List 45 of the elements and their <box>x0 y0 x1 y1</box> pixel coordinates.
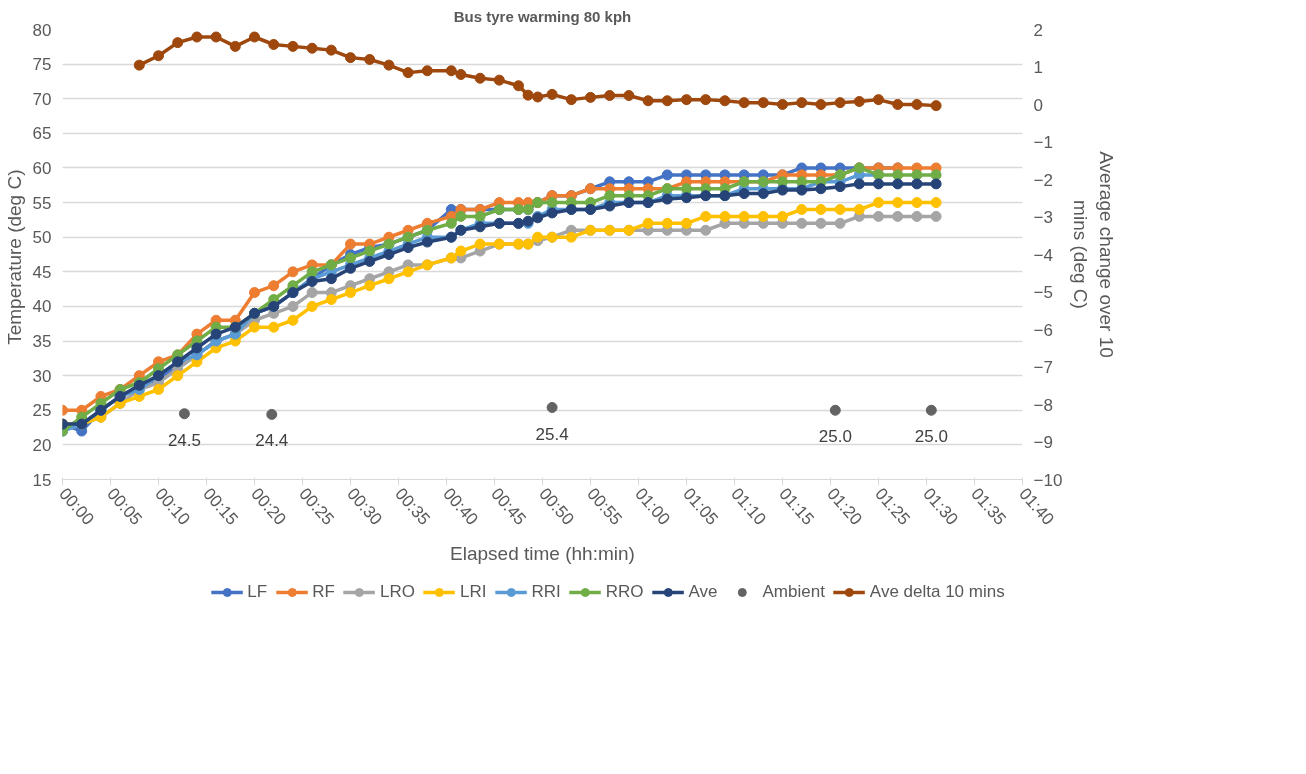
y2-tick-label: −2 <box>1033 170 1053 190</box>
y2-tick-label: −4 <box>1033 245 1053 265</box>
y-tick-label: 40 <box>32 297 52 317</box>
y-tick-label: 25 <box>32 401 52 421</box>
legend-label: LRO <box>379 582 415 602</box>
y-tick-label: 35 <box>32 332 52 352</box>
legend-label: Ambient <box>762 582 825 602</box>
y2-tick-label: −6 <box>1033 320 1053 340</box>
legend-label: RF <box>312 582 335 602</box>
y2-tick-label: 2 <box>1033 20 1043 40</box>
y-tick-label: 70 <box>32 89 52 109</box>
y-tick-label: 75 <box>32 55 52 75</box>
legend-label: Ave <box>688 582 718 602</box>
y2-tick-label: 1 <box>1033 58 1043 77</box>
y2-tick-label: −5 <box>1033 283 1053 302</box>
y2-axis-title: Average change over 10 mins (deg C) <box>1070 151 1117 358</box>
y-tick-label: 65 <box>32 124 52 144</box>
legend-label: LRI <box>459 582 487 602</box>
legend-label: RRI <box>531 582 561 602</box>
y-tick-label: 80 <box>32 20 52 40</box>
y2-tick-label: −3 <box>1033 208 1053 227</box>
chart-title: Bus tyre warming 80 kph <box>453 7 632 25</box>
y-tick-label: 20 <box>32 435 52 455</box>
y-tick-label: 15 <box>32 470 52 490</box>
y2-tick-label: 0 <box>1033 95 1043 115</box>
data-label: 25.0 <box>914 427 948 447</box>
y-tick-label: 50 <box>32 228 52 248</box>
y-tick-label: 30 <box>32 366 52 386</box>
y2-tick-label: −9 <box>1033 433 1053 452</box>
data-label: 25.4 <box>535 424 569 444</box>
y-axis-title: Temperature (deg C) <box>3 169 25 345</box>
x-axis-title: Elapsed time (hh:min) <box>450 543 635 564</box>
y2-tick-label: −8 <box>1033 395 1053 415</box>
data-label: 25.0 <box>818 427 852 447</box>
legend-label: Ave delta 10 mins <box>869 582 1005 602</box>
y-tick-label: 55 <box>32 193 52 213</box>
y2-tick-label: −1 <box>1033 133 1053 152</box>
legend-label: LF <box>247 582 268 602</box>
y2-tick-label: −7 <box>1033 358 1053 377</box>
y2-tick-label: −10 <box>1033 470 1063 490</box>
data-label: 24.5 <box>167 430 201 450</box>
legend-label: RRO <box>605 582 644 602</box>
y-tick-label: 60 <box>32 158 52 178</box>
data-label: 24.4 <box>255 431 289 451</box>
y-tick-label: 45 <box>32 262 52 282</box>
